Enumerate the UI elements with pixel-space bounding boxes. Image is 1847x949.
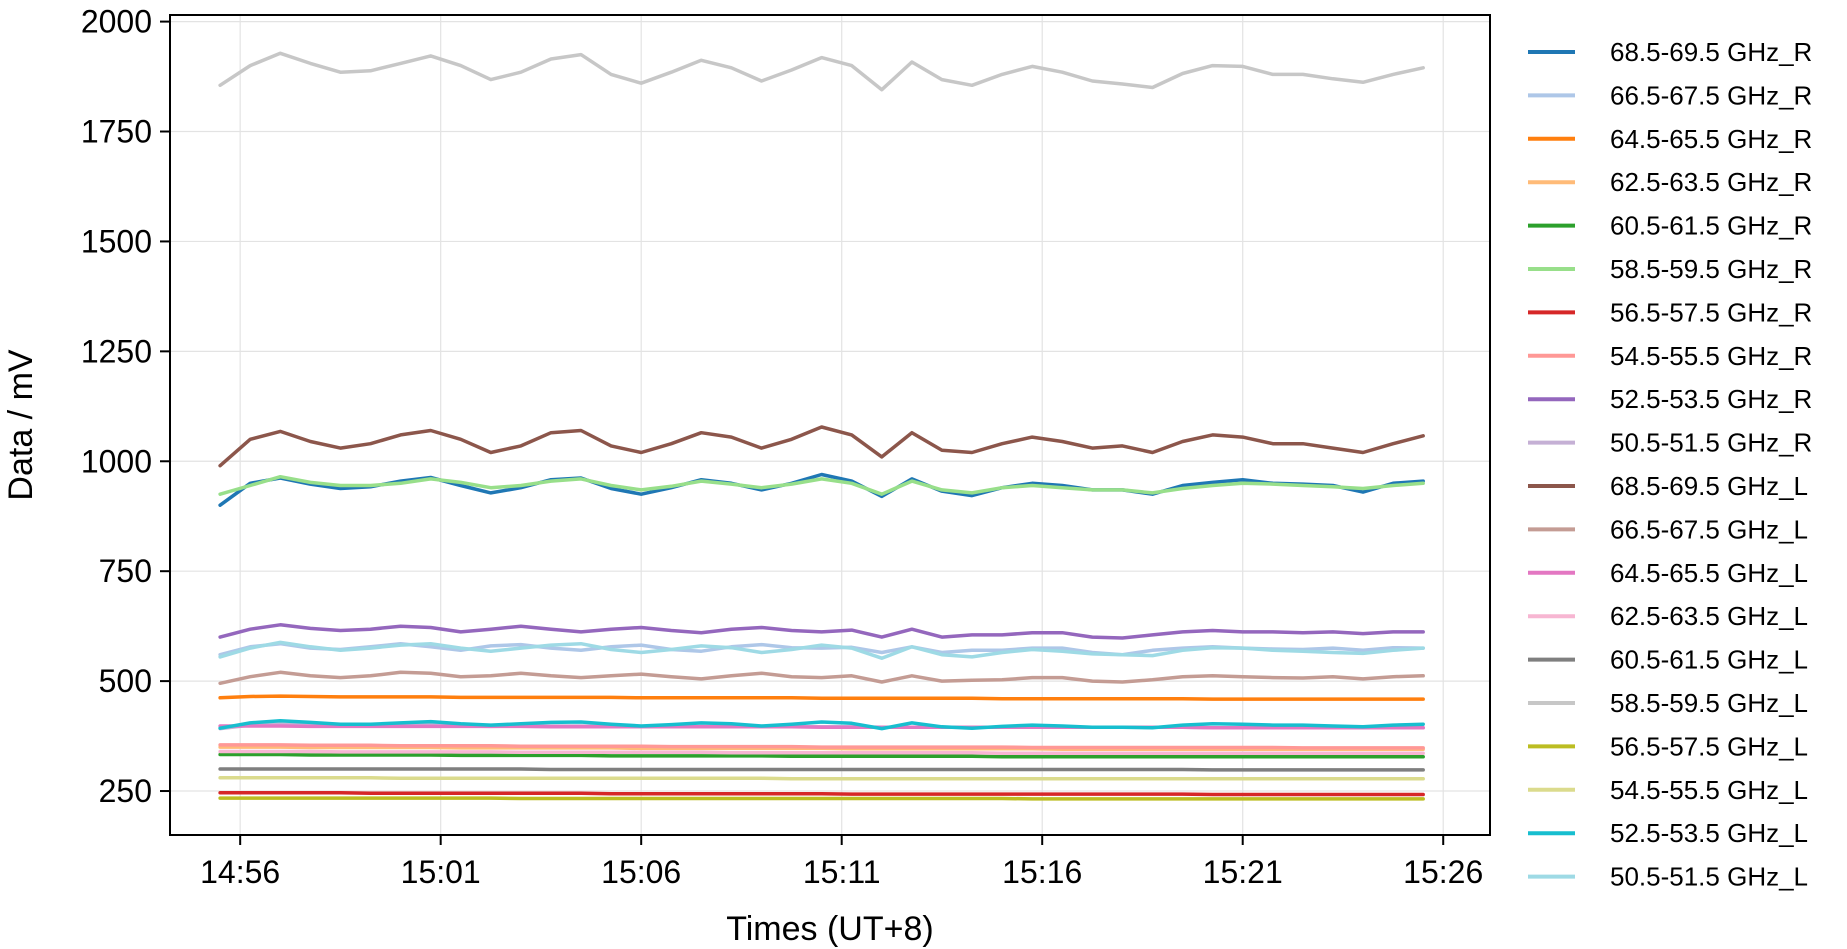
series-line <box>218 767 1425 772</box>
legend-label: 64.5-65.5 GHz_R <box>1610 124 1812 154</box>
legend-label: 54.5-55.5 GHz_L <box>1610 775 1808 805</box>
y-tick-label: 1250 <box>81 333 152 369</box>
series-line <box>218 776 1425 781</box>
series-line <box>218 791 1425 797</box>
x-tick-label: 15:16 <box>1002 854 1082 890</box>
y-tick-label: 250 <box>99 773 152 809</box>
x-tick-label: 15:01 <box>401 854 481 890</box>
y-axis-label: Data / mV <box>2 349 40 500</box>
y-tick-label: 500 <box>99 663 152 699</box>
legend-label: 56.5-57.5 GHz_L <box>1610 731 1808 761</box>
y-tick-label: 1500 <box>81 223 152 259</box>
legend-label: 56.5-57.5 GHz_R <box>1610 297 1812 327</box>
x-tick-label: 15:06 <box>601 854 681 890</box>
legend-label: 60.5-61.5 GHz_L <box>1610 645 1808 675</box>
y-tick-label: 1000 <box>81 443 152 479</box>
y-tick-label: 750 <box>99 553 152 589</box>
legend-label: 50.5-51.5 GHz_R <box>1610 428 1812 458</box>
legend-label: 68.5-69.5 GHz_R <box>1610 37 1812 67</box>
y-tick-label: 1750 <box>81 114 152 150</box>
x-tick-label: 15:26 <box>1403 854 1483 890</box>
x-tick-label: 15:11 <box>803 854 881 890</box>
legend-label: 60.5-61.5 GHz_R <box>1610 211 1812 241</box>
y-tick-label: 2000 <box>81 4 152 40</box>
series-line <box>218 743 1425 750</box>
legend-label: 52.5-53.5 GHz_L <box>1610 818 1808 848</box>
legend-label: 52.5-53.5 GHz_R <box>1610 384 1812 414</box>
series-line <box>218 670 1425 686</box>
x-tick-label: 15:21 <box>1203 854 1283 890</box>
plot-series <box>218 51 1425 801</box>
legend-label: 62.5-63.5 GHz_L <box>1610 601 1808 631</box>
legend-label: 66.5-67.5 GHz_R <box>1610 80 1812 110</box>
legend-label: 54.5-55.5 GHz_R <box>1610 341 1812 371</box>
series-line <box>218 749 1425 755</box>
legend-label: 58.5-59.5 GHz_R <box>1610 254 1812 284</box>
plot-area-frame <box>169 14 1491 836</box>
x-axis: 14:56 15:01 15:06 15:11 15:16 15:21 15:26 <box>200 835 1483 890</box>
series-line <box>218 718 1425 731</box>
series-line <box>218 752 1425 759</box>
series-line <box>218 51 1425 92</box>
series-line <box>218 640 1425 660</box>
legend-label: 66.5-67.5 GHz_L <box>1610 514 1808 544</box>
x-tick-label: 14:56 <box>200 854 280 890</box>
series-line <box>218 694 1425 701</box>
series-line <box>218 623 1425 640</box>
x-axis-label: Times (UT+8) <box>726 910 933 948</box>
series-line <box>218 796 1425 801</box>
y-axis: 250 500 750 1000 1250 1500 1750 2000 <box>81 4 170 809</box>
series-line <box>218 474 1425 496</box>
legend-label: 50.5-51.5 GHz_L <box>1610 862 1808 892</box>
legend-label: 58.5-59.5 GHz_L <box>1610 688 1808 718</box>
series-line <box>218 724 1425 730</box>
legend-label: 64.5-65.5 GHz_L <box>1610 558 1808 588</box>
legend: 68.5-69.5 GHz_R 66.5-67.5 GHz_R 64.5-65.5 … <box>1528 37 1812 892</box>
legend-label: 68.5-69.5 GHz_L <box>1610 471 1808 501</box>
grid <box>170 15 1490 835</box>
series-line <box>218 425 1425 468</box>
legend-label: 62.5-63.5 GHz_R <box>1610 167 1812 197</box>
